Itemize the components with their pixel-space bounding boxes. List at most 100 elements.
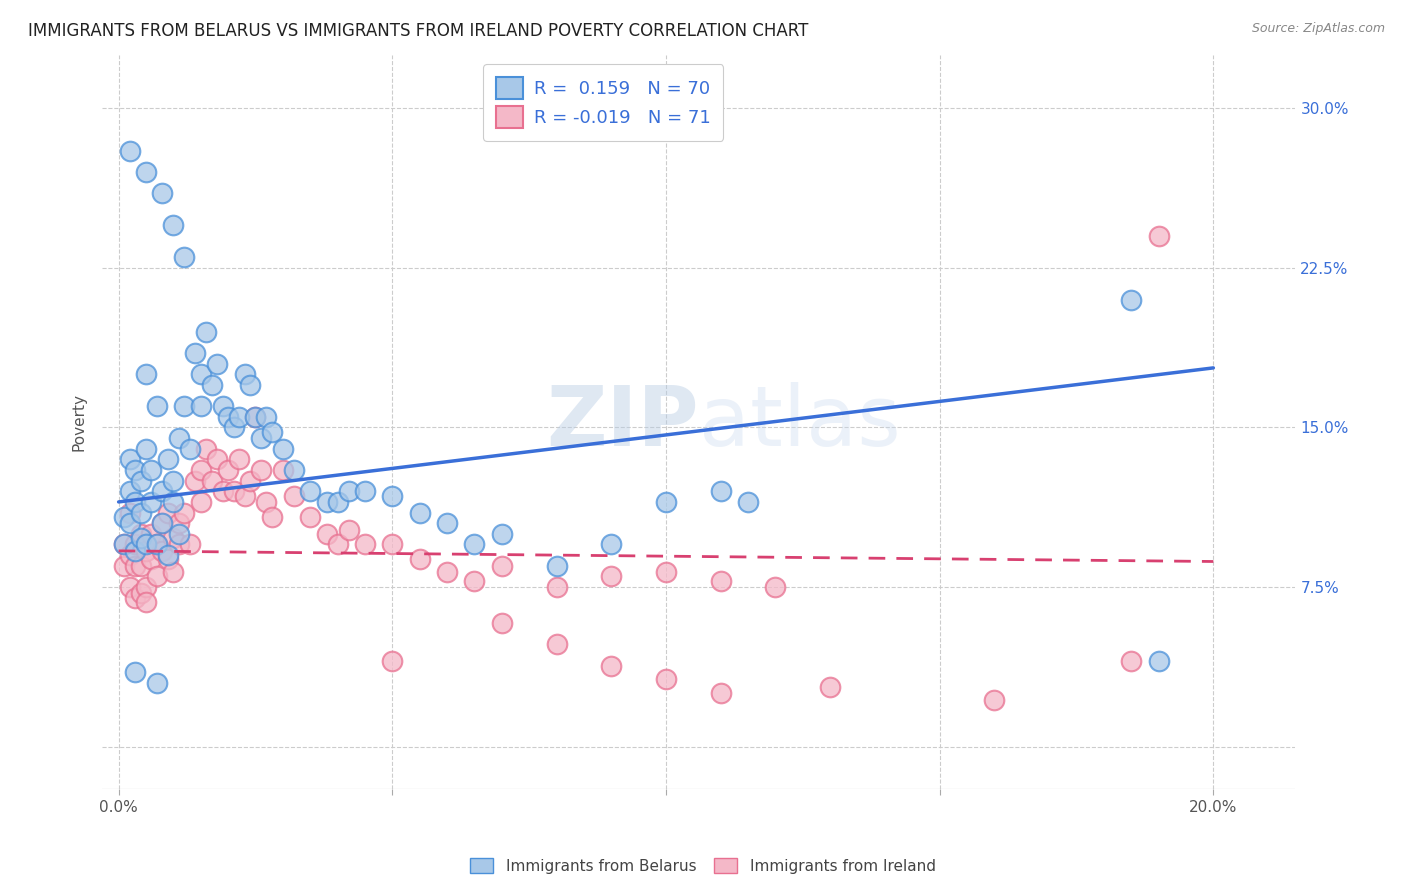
Point	[190, 368, 212, 382]
Point	[463, 537, 485, 551]
Point	[983, 693, 1005, 707]
Point	[228, 409, 250, 424]
Point	[129, 506, 152, 520]
Point	[233, 368, 256, 382]
Point	[124, 558, 146, 573]
Point	[124, 495, 146, 509]
Point	[239, 378, 262, 392]
Text: ZIP: ZIP	[547, 382, 699, 463]
Point	[167, 431, 190, 445]
Point	[337, 484, 360, 499]
Point	[184, 474, 207, 488]
Point	[162, 531, 184, 545]
Point	[135, 165, 157, 179]
Point	[326, 537, 349, 551]
Point	[135, 537, 157, 551]
Point	[250, 431, 273, 445]
Point	[233, 489, 256, 503]
Point	[118, 506, 141, 520]
Point	[173, 399, 195, 413]
Point	[283, 489, 305, 503]
Point	[156, 452, 179, 467]
Point	[146, 569, 169, 583]
Point	[354, 537, 377, 551]
Point	[600, 569, 623, 583]
Point	[655, 672, 678, 686]
Point	[141, 495, 163, 509]
Point	[173, 250, 195, 264]
Point	[129, 558, 152, 573]
Point	[129, 526, 152, 541]
Point	[818, 680, 841, 694]
Point	[217, 463, 239, 477]
Point	[118, 484, 141, 499]
Point	[337, 523, 360, 537]
Point	[546, 558, 568, 573]
Point	[124, 537, 146, 551]
Point	[254, 409, 277, 424]
Point	[546, 580, 568, 594]
Point	[118, 516, 141, 531]
Point	[315, 526, 337, 541]
Point	[245, 409, 267, 424]
Point	[179, 442, 201, 456]
Point	[146, 537, 169, 551]
Point	[167, 516, 190, 531]
Point	[381, 655, 404, 669]
Point	[162, 495, 184, 509]
Point	[190, 495, 212, 509]
Point	[167, 526, 190, 541]
Point	[260, 425, 283, 439]
Text: IMMIGRANTS FROM BELARUS VS IMMIGRANTS FROM IRELAND POVERTY CORRELATION CHART: IMMIGRANTS FROM BELARUS VS IMMIGRANTS FR…	[28, 22, 808, 40]
Point	[201, 474, 224, 488]
Point	[222, 420, 245, 434]
Legend: R =  0.159   N = 70, R = -0.019   N = 71: R = 0.159 N = 70, R = -0.019 N = 71	[484, 64, 723, 141]
Point	[211, 399, 233, 413]
Point	[271, 463, 294, 477]
Point	[195, 325, 218, 339]
Point	[245, 409, 267, 424]
Point	[156, 552, 179, 566]
Point	[205, 452, 228, 467]
Point	[184, 346, 207, 360]
Point	[600, 658, 623, 673]
Point	[141, 552, 163, 566]
Point	[655, 495, 678, 509]
Point	[1121, 655, 1143, 669]
Point	[118, 580, 141, 594]
Point	[217, 409, 239, 424]
Point	[190, 463, 212, 477]
Point	[141, 463, 163, 477]
Point	[655, 565, 678, 579]
Point	[118, 452, 141, 467]
Point	[710, 484, 733, 499]
Point	[152, 516, 174, 531]
Point	[737, 495, 759, 509]
Point	[112, 509, 135, 524]
Point	[299, 484, 322, 499]
Point	[765, 580, 787, 594]
Point	[491, 616, 513, 631]
Point	[135, 595, 157, 609]
Point	[283, 463, 305, 477]
Point	[201, 378, 224, 392]
Point	[135, 442, 157, 456]
Point	[152, 186, 174, 201]
Point	[129, 531, 152, 545]
Point	[436, 565, 458, 579]
Text: atlas: atlas	[699, 382, 901, 463]
Point	[408, 506, 430, 520]
Point	[491, 558, 513, 573]
Point	[112, 558, 135, 573]
Point	[195, 442, 218, 456]
Point	[211, 484, 233, 499]
Point	[152, 516, 174, 531]
Point	[260, 509, 283, 524]
Point	[162, 474, 184, 488]
Point	[254, 495, 277, 509]
Point	[135, 580, 157, 594]
Point	[135, 544, 157, 558]
Point	[173, 506, 195, 520]
Point	[135, 368, 157, 382]
Text: Source: ZipAtlas.com: Source: ZipAtlas.com	[1251, 22, 1385, 36]
